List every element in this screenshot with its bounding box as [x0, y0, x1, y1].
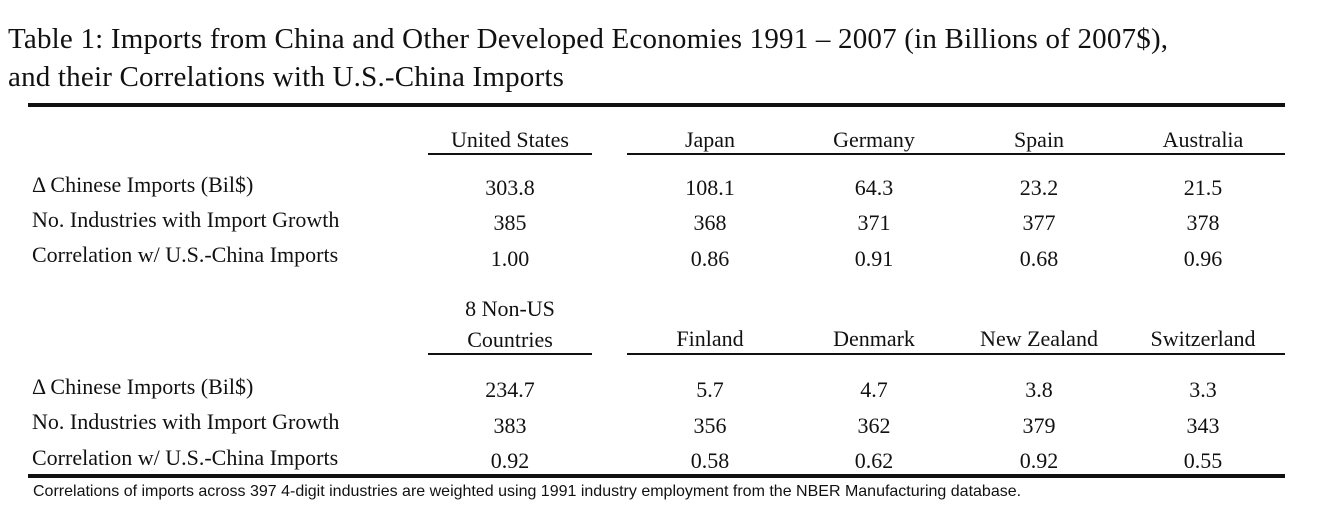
caption-line-2: and their Correlations with U.S.-China I… [8, 61, 565, 93]
table-cell: 368 [693, 210, 727, 235]
table-cell: 0.68 [1019, 246, 1059, 271]
table-cell: 23.2 [1019, 175, 1059, 200]
table-cell: 303.8 [485, 175, 535, 200]
col-header-8-non-us-countries: 8 Non-US Countries [465, 293, 555, 355]
table-cell: 0.92 [490, 448, 530, 473]
header-underline-us [428, 153, 592, 155]
caption-line-1: Table 1: Imports from China and Other De… [8, 23, 1169, 55]
header-underline-others [627, 153, 1285, 155]
row-label: No. Industries with Import Growth [32, 409, 340, 434]
col-header-line: 8 Non-US [465, 296, 555, 321]
table-cell: 377 [1022, 210, 1056, 235]
col-header-australia: Australia [1162, 127, 1244, 152]
table-cell: 371 [857, 210, 891, 235]
table-cell: 3.8 [1025, 377, 1053, 402]
table-cell: 108.1 [685, 175, 735, 200]
row-label: Correlation w/ U.S.-China Imports [32, 445, 339, 470]
table-note: Correlations of imports across 397 4-dig… [33, 483, 1022, 500]
col-header-switzerland: Switzerland [1150, 326, 1256, 351]
col-header-denmark: Denmark [833, 326, 915, 351]
table-cell: 383 [493, 413, 527, 438]
table-cell: 356 [693, 413, 727, 438]
header-underline-non-us [428, 353, 592, 355]
top-rule [28, 103, 1285, 107]
table-cell: 0.86 [690, 246, 730, 271]
table-cell: 0.58 [690, 448, 730, 473]
table-cell: 0.62 [854, 448, 894, 473]
table-cell: 362 [857, 413, 891, 438]
table-caption: Table 1: Imports from China and Other De… [8, 20, 1318, 96]
table-cell: 0.55 [1183, 448, 1223, 473]
row-label: Δ Chinese Imports (Bil$) [32, 374, 254, 399]
table-cell: 0.92 [1019, 448, 1059, 473]
table-cell: 385 [493, 210, 527, 235]
col-header-line: Countries [467, 327, 553, 352]
row-label: Δ Chinese Imports (Bil$) [32, 172, 254, 197]
row-label: No. Industries with Import Growth [32, 207, 340, 232]
table-cell: 64.3 [854, 175, 894, 200]
table-cell: 0.91 [854, 246, 894, 271]
col-header-germany: Germany [833, 127, 915, 152]
table-cell: 234.7 [485, 377, 535, 402]
row-label: Correlation w/ U.S.-China Imports [32, 242, 339, 267]
header-underline-others-2 [627, 353, 1285, 355]
table-cell: 3.3 [1189, 377, 1217, 402]
table-cell: 4.7 [860, 377, 888, 402]
table-cell: 378 [1186, 210, 1220, 235]
col-header-finland: Finland [676, 326, 744, 351]
table-cell: 0.96 [1183, 246, 1223, 271]
table-cell: 21.5 [1183, 175, 1223, 200]
table-cell: 5.7 [696, 377, 724, 402]
col-header-new-zealand: New Zealand [980, 326, 1098, 351]
table-cell: 379 [1022, 413, 1056, 438]
col-header-japan: Japan [684, 127, 736, 152]
bottom-rule [28, 474, 1285, 478]
col-header-spain: Spain [1013, 127, 1065, 152]
table-cell: 1.00 [490, 246, 530, 271]
col-header-united-states: United States [451, 127, 569, 152]
table-cell: 343 [1186, 413, 1220, 438]
